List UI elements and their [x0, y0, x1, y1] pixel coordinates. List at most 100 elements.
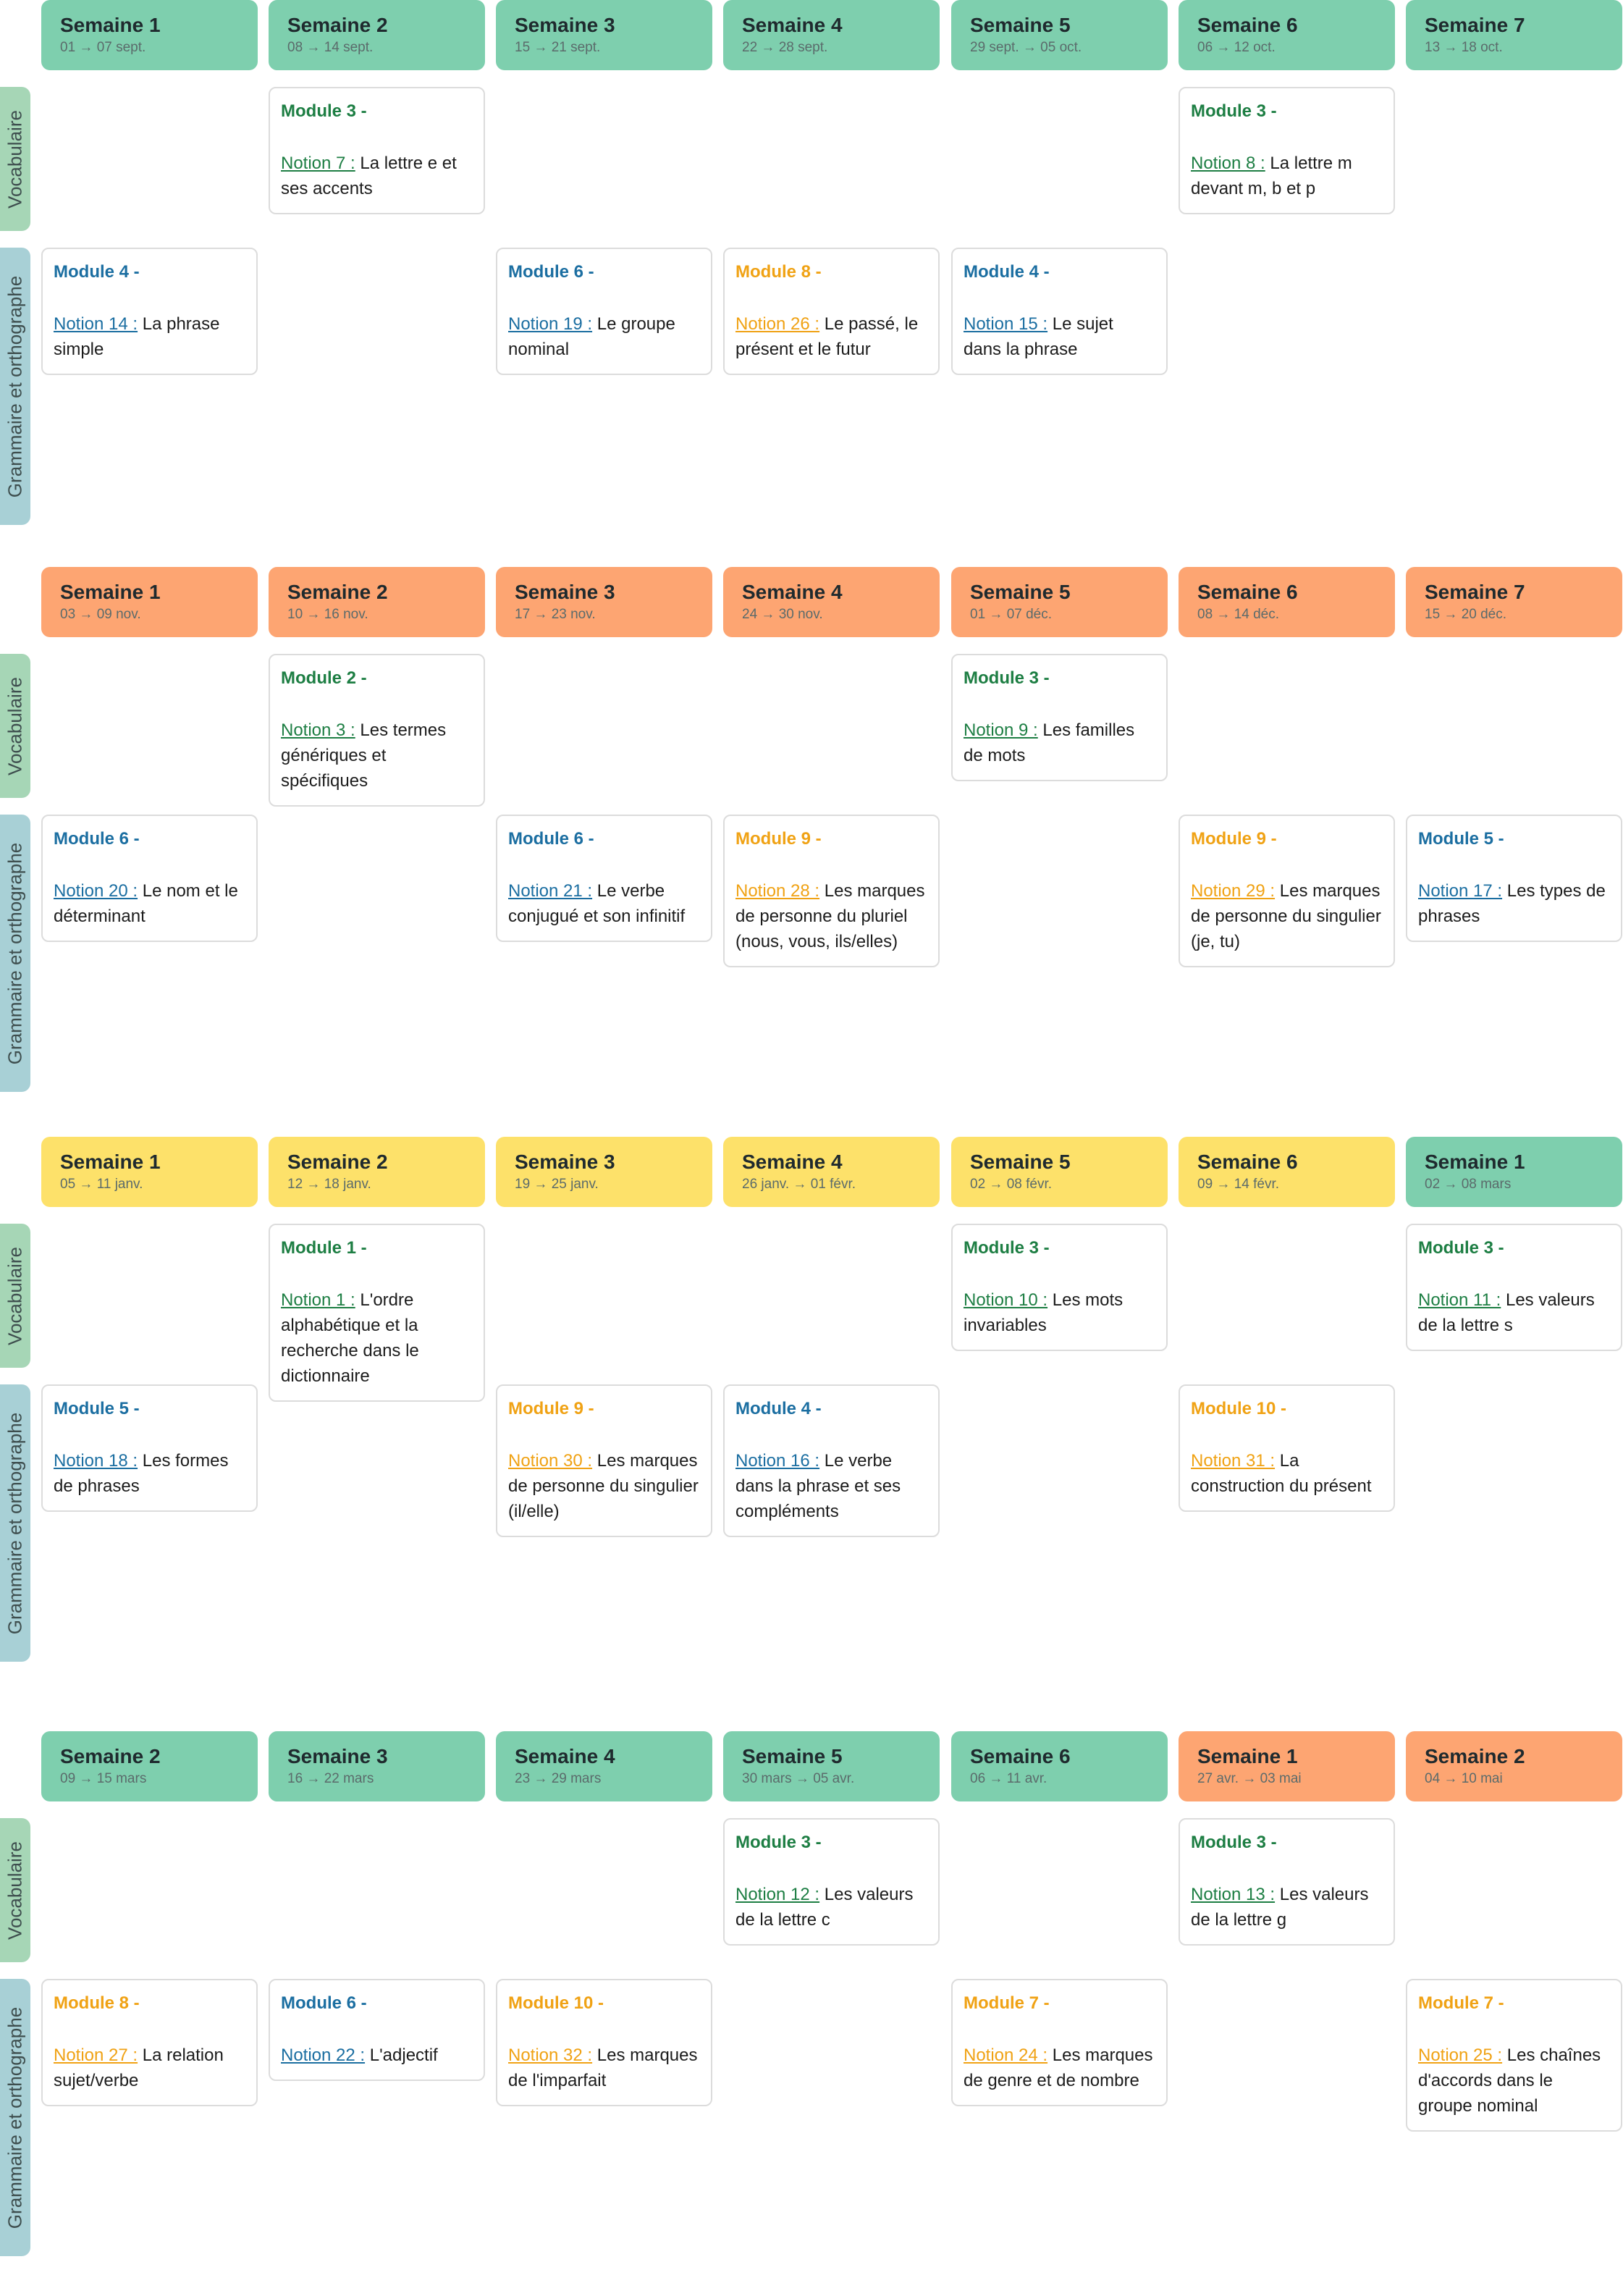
module-label: Module 2 - [281, 668, 367, 688]
week-title: Semaine 1 [60, 581, 161, 603]
week-title: Semaine 2 [60, 1745, 161, 1767]
week-title: Semaine 5 [970, 14, 1071, 36]
notion-link[interactable]: Notion 28 : [735, 881, 820, 901]
notion-text: Les marques de personne du pluriel (nous… [735, 881, 925, 951]
notion-text: Les mots invariables [964, 1290, 1124, 1335]
module-label: Module 1 - [281, 1238, 367, 1258]
notion-link[interactable]: Notion 25 : [1418, 2045, 1503, 2065]
notion-text: Le verbe conjugué et son infinitif [508, 881, 686, 926]
module-label: Module 6 - [281, 1993, 367, 2013]
week-title: Semaine 5 [970, 1151, 1071, 1173]
week-dates: 03 → 09 nov. [60, 607, 141, 622]
notion-card: Module 9 - Notion 30 : Les marques de per… [496, 1384, 712, 1537]
week-header: Semaine 5 29 sept. → 05 oct. [951, 0, 1168, 70]
notion-link[interactable]: Notion 20 : [54, 881, 138, 901]
week-dates: 13 → 18 oct. [1425, 40, 1503, 55]
week-header: Semaine 2 04 → 10 mai [1406, 1731, 1622, 1801]
notion-body: Notion 32 : Les marques de l'imparfait [508, 2043, 700, 2093]
notion-card: Module 9 - Notion 28 : Les marques de per… [723, 815, 940, 967]
week-dates: 01 → 07 déc. [970, 607, 1053, 622]
notion-link[interactable]: Notion 18 : [54, 1451, 138, 1471]
notion-link[interactable]: Notion 30 : [508, 1451, 593, 1471]
notion-body: Notion 12 : Les valeurs de la lettre c [735, 1882, 927, 1933]
week-header: Semaine 1 03 → 09 nov. [41, 567, 258, 637]
side-label-grammaire: Grammaire et orthographe [0, 248, 30, 525]
notion-card: Module 6 - Notion 21 : Le verbe conjugué … [496, 815, 712, 942]
side-label-vocabulaire: Vocabulaire [0, 87, 30, 231]
notion-link[interactable]: Notion 24 : [964, 2045, 1048, 2065]
notion-card: Module 2 - Notion 3 : Les termes génériqu… [269, 654, 485, 807]
week-header: Semaine 3 17 → 23 nov. [496, 567, 712, 637]
side-label-grammaire: Grammaire et orthographe [0, 815, 30, 1092]
module-label: Module 5 - [54, 1399, 140, 1418]
module-label: Module 3 - [964, 1238, 1050, 1258]
notion-link[interactable]: Notion 15 : [964, 314, 1048, 334]
module-label: Module 4 - [964, 262, 1050, 282]
week-dates: 06 → 12 oct. [1197, 40, 1276, 55]
notion-link[interactable]: Notion 31 : [1191, 1451, 1276, 1471]
week-dates: 23 → 29 mars [515, 1771, 602, 1786]
module-label: Module 6 - [508, 262, 594, 282]
module-label: Module 3 - [735, 1833, 822, 1852]
notion-link[interactable]: Notion 1 : [281, 1290, 355, 1310]
notion-card: Module 3 - Notion 8 : La lettre m devant … [1179, 87, 1395, 214]
week-title: Semaine 5 [742, 1745, 843, 1767]
notion-link[interactable]: Notion 17 : [1418, 881, 1503, 901]
notion-link[interactable]: Notion 7 : [281, 154, 355, 173]
period-section: Semaine 1 03 → 09 nov. Semaine 2 10 → 16 no… [0, 567, 1623, 1132]
notion-link[interactable]: Notion 16 : [735, 1451, 820, 1471]
week-header: Semaine 2 08 → 14 sept. [269, 0, 485, 70]
side-label-text: Vocabulaire [4, 676, 26, 775]
notion-link[interactable]: Notion 14 : [54, 314, 138, 334]
notion-text: Le verbe dans la phrase et ses complémen… [735, 1451, 901, 1521]
week-header: Semaine 7 13 → 18 oct. [1406, 0, 1622, 70]
notion-text: Les types de phrases [1418, 881, 1606, 926]
notion-link[interactable]: Notion 12 : [735, 1885, 820, 1904]
notion-link[interactable]: Notion 19 : [508, 314, 593, 334]
notion-card: Module 4 - Notion 15 : Le sujet dans la p… [951, 248, 1168, 375]
notion-link[interactable]: Notion 21 : [508, 881, 593, 901]
notion-link[interactable]: Notion 32 : [508, 2045, 593, 2065]
notion-link[interactable]: Notion 10 : [964, 1290, 1048, 1310]
module-label: Module 9 - [735, 829, 822, 849]
notion-link[interactable]: Notion 8 : [1191, 154, 1265, 173]
notion-link[interactable]: Notion 3 : [281, 720, 355, 740]
notion-text: L'adjectif [369, 2045, 438, 2065]
notion-text: L'ordre alphabétique et la recherche dan… [281, 1290, 419, 1386]
notion-card: Module 7 - Notion 24 : Les marques de gen… [951, 1979, 1168, 2106]
week-dates: 15 → 20 déc. [1425, 607, 1507, 622]
week-dates: 15 → 21 sept. [515, 40, 601, 55]
notion-link[interactable]: Notion 9 : [964, 720, 1038, 740]
notion-body: Notion 15 : Le sujet dans la phrase [964, 311, 1155, 362]
week-header: Semaine 2 12 → 18 janv. [269, 1137, 485, 1207]
notion-link[interactable]: Notion 26 : [735, 314, 820, 334]
notion-link[interactable]: Notion 11 : [1418, 1290, 1501, 1310]
week-title: Semaine 4 [515, 1745, 615, 1767]
notion-card: Module 10 - Notion 31 : La construction d… [1179, 1384, 1395, 1512]
week-title: Semaine 4 [742, 14, 843, 36]
notion-body: Notion 16 : Le verbe dans la phrase et s… [735, 1448, 927, 1524]
notion-card: Module 3 - Notion 10 : Les mots invariabl… [951, 1224, 1168, 1351]
notion-link[interactable]: Notion 22 : [281, 2045, 366, 2065]
week-header: Semaine 3 19 → 25 janv. [496, 1137, 712, 1207]
module-label: Module 6 - [508, 829, 594, 849]
side-label-text: Grammaire et orthographe [4, 2006, 26, 2229]
week-header: Semaine 1 27 avr. → 03 mai [1179, 1731, 1395, 1801]
module-label: Module 7 - [964, 1993, 1050, 2013]
week-title: Semaine 2 [287, 1151, 388, 1173]
notion-card: Module 6 - Notion 22 : L'adjectif [269, 1979, 485, 2081]
notion-text: La lettre m devant m, b et p [1191, 154, 1352, 198]
notion-link[interactable]: Notion 29 : [1191, 881, 1276, 901]
notion-link[interactable]: Notion 27 : [54, 2045, 138, 2065]
week-title: Semaine 1 [60, 14, 161, 36]
week-dates: 29 sept. → 05 oct. [970, 40, 1082, 55]
notion-body: Notion 21 : Le verbe conjugué et son inf… [508, 878, 700, 929]
notion-body: Notion 18 : Les formes de phrases [54, 1448, 245, 1499]
notion-link[interactable]: Notion 13 : [1191, 1885, 1276, 1904]
week-dates: 12 → 18 janv. [287, 1177, 371, 1192]
week-dates: 09 → 15 mars [60, 1771, 147, 1786]
week-header: Semaine 5 01 → 07 déc. [951, 567, 1168, 637]
week-header: Semaine 1 02 → 08 mars [1406, 1137, 1622, 1207]
week-dates: 27 avr. → 03 mai [1197, 1771, 1302, 1786]
notion-body: Notion 1 : L'ordre alphabétique et la re… [281, 1287, 473, 1389]
